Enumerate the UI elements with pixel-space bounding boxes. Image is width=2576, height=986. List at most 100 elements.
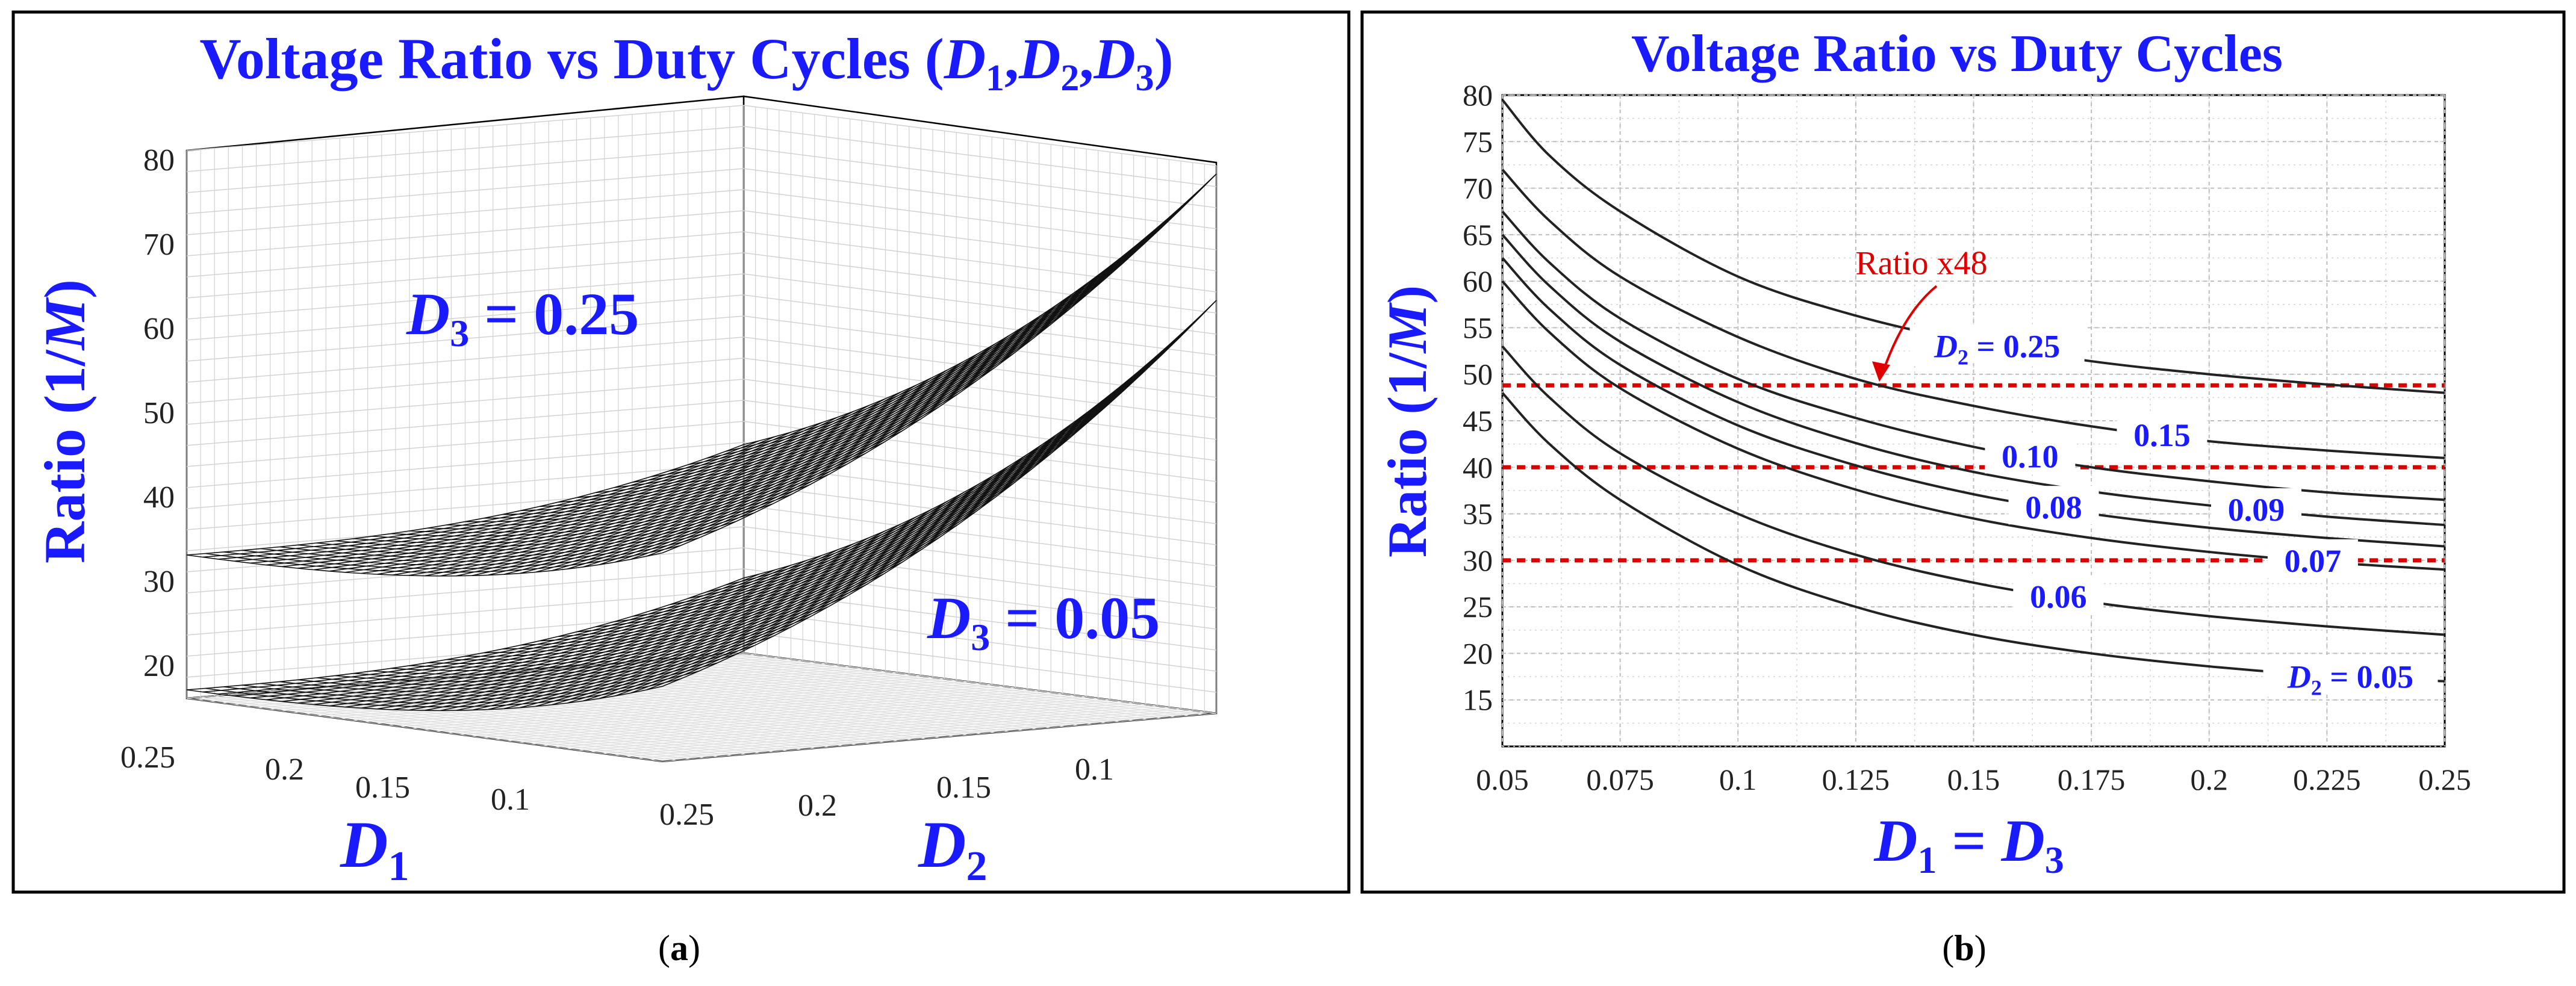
panel-a: Voltage Ratio vs Duty Cycles (D1,D2,D3) … [11,10,1351,894]
floor-grid [618,663,1092,725]
d2-tick-025: 0.25 [659,798,714,832]
floor-grid [702,656,1175,718]
floor-grid [579,702,1134,751]
curve-label-bg [2263,655,2438,694]
floor-grid [614,707,1169,755]
floor-grid [448,686,1004,734]
x-tick-label: 0.225 [2293,763,2361,796]
panel-a-zlabel: Ratio (1/M) [33,279,97,563]
y-tick-label: 45 [1463,404,1493,438]
floor-grid [715,655,1189,716]
floor-grid [576,666,1051,728]
annotation-arrow [1882,285,1938,373]
annotation-label: Ratio x48 [1855,244,1987,282]
y-tick-label: 75 [1463,125,1493,158]
curve-label-bg [2013,575,2104,614]
curve-label: 0.09 [2228,492,2285,528]
x-tick-label: 0.05 [1476,763,1529,796]
floor-grid [660,659,1134,721]
x-tick-label: 0.1 [1719,763,1757,796]
floor-grid [674,658,1148,720]
panel-b-xticks: 0.05 0.075 0.1 0.125 0.15 0.175 0.2 0.225 0.25 [1476,763,2471,796]
x-tick-label: 0.125 [1822,763,1890,796]
floor-grid [496,692,1051,740]
d1-tick-015: 0.15 [355,771,410,805]
floor-grid [436,684,992,732]
series-line [1501,210,2445,501]
z-tick-20: 20 [143,649,175,683]
panel-b-yticks: 15 20 25 30 35 40 45 50 55 60 65 70 75 80 [1463,78,1493,717]
floor-grid [531,696,1087,745]
z-tick-60: 60 [143,312,175,346]
curve-label: 0.07 [2285,543,2342,579]
d2-tick-01: 0.1 [1075,752,1114,787]
series-line [1501,345,2445,636]
y-tick-label: 65 [1463,218,1493,252]
surface-label-d3-005: D3 = 0.05 [927,584,1160,659]
y-tick-label: 60 [1463,264,1493,298]
floor-grid [479,674,954,737]
surface-mesh [186,300,1217,712]
floor-grid [591,704,1146,752]
panel-b-xlabel: D1 = D3 [1873,807,2064,881]
z-tick-40: 40 [143,480,175,515]
y-tick-label: 15 [1463,683,1493,717]
z-tick-50: 50 [143,396,175,430]
floor-grid [632,662,1106,724]
z-tick-80: 80 [143,143,175,178]
x-tick-label: 0.075 [1586,763,1654,796]
curve-label: D2 = 0.05 [2287,659,2413,699]
y-tick-label: 80 [1463,78,1493,112]
panel-b-curve-labels: D2 = 0.25 0.15 0.10 0.09 0.08 0.07 0.06 D2 = 0.… [1909,324,2438,699]
d1-ticks: 0.25 0.2 0.15 0.1 [120,740,530,817]
curve-label-bg [2008,486,2099,525]
d1-tick-01: 0.1 [491,783,530,817]
y-tick-label: 70 [1463,172,1493,205]
surface-label-d3-025: D3 = 0.25 [406,281,639,355]
z-tick-70: 70 [143,228,175,262]
d2-ticks: 0.25 0.2 0.15 0.1 [659,752,1114,832]
panel-a-xlabel: D1 [340,808,409,890]
floor-grid [603,705,1157,754]
curve-label-bg [1985,435,2076,474]
floor-grid [484,690,1039,739]
y-tick-label: 40 [1463,450,1493,484]
caption-a: (a) [658,928,700,968]
y-tick-label: 25 [1463,590,1493,624]
x-tick-label: 0.25 [2418,763,2471,796]
panel-b-title: Voltage Ratio vs Duty Cycles [1631,25,2283,83]
series-line [1501,257,2445,548]
y-tick-label: 30 [1463,544,1493,577]
curve-label-bg [2117,414,2207,453]
x-tick-label: 0.175 [2058,763,2126,796]
floor-grid [729,654,1203,715]
annotation-arrowhead [1872,361,1890,382]
curve-label-bg [2267,539,2358,578]
d1-tick-02: 0.2 [265,752,304,787]
floor-grid [567,701,1122,749]
panel-a-ylabel: D2 [918,808,987,890]
floor-grid [638,710,1193,759]
curve-label-bg [1909,324,2085,364]
y-tick-label: 55 [1463,311,1493,344]
curve-label-bg [2211,488,2301,527]
panel-a-surfaces [186,173,1217,712]
floor-grid [555,699,1110,748]
floor-grid [519,695,1075,743]
floor-grid [549,668,1023,731]
series-line [1501,169,2445,459]
panel-b-annotation: Ratio x48 [1855,244,1988,382]
floor-grid [743,653,1217,714]
curve-label: 0.06 [2030,578,2087,615]
floor-grid [424,683,980,730]
y-tick-label: 35 [1463,497,1493,531]
curve-label: 0.08 [2025,489,2082,526]
z-ticks: 80 70 60 50 40 30 20 [143,143,175,683]
x-tick-label: 0.15 [1947,763,2000,796]
z-tick-30: 30 [143,565,175,599]
curve-label: 0.10 [2002,439,2059,475]
y-tick-label: 50 [1463,358,1493,391]
panel-b-ylabel: Ratio (1/M) [1377,285,1438,557]
